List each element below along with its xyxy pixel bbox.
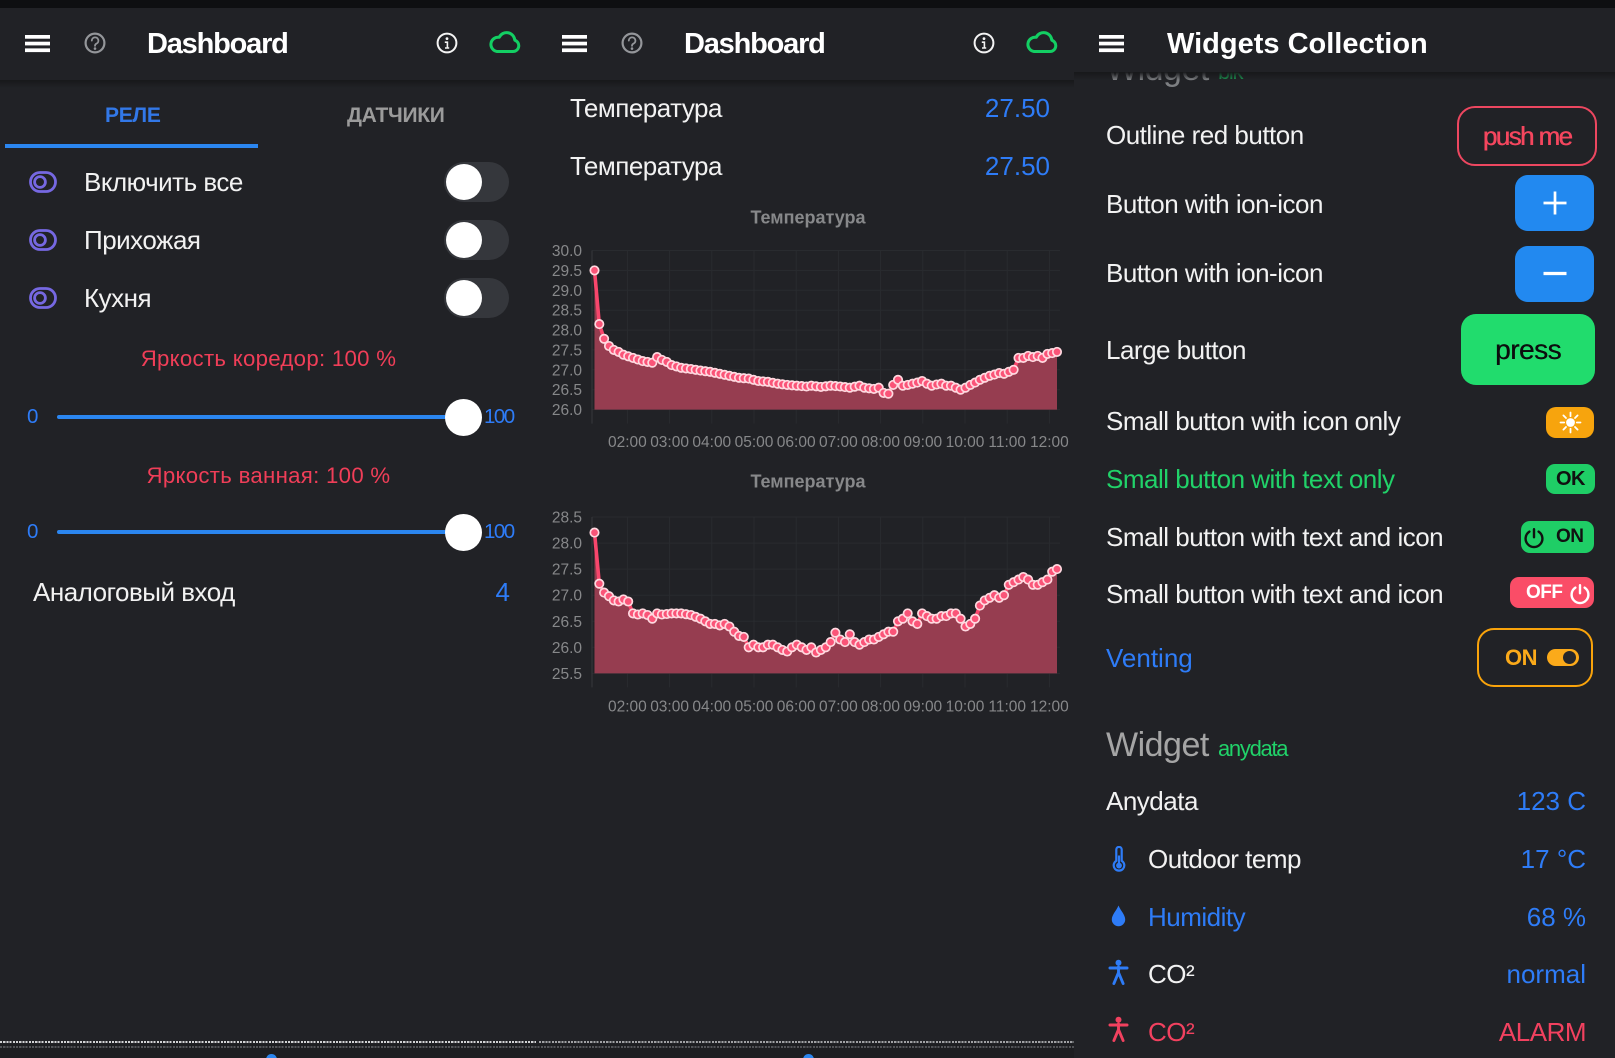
svg-text:Температура: Температура — [750, 472, 866, 492]
svg-text:05:00: 05:00 — [735, 699, 774, 716]
svg-text:Температура: Температура — [750, 208, 866, 228]
svg-text:08:00: 08:00 — [861, 699, 900, 716]
svg-text:03:00: 03:00 — [650, 434, 689, 451]
svg-text:29.5: 29.5 — [552, 263, 582, 280]
svg-text:25.5: 25.5 — [552, 666, 582, 683]
svg-text:27.5: 27.5 — [552, 342, 582, 359]
svg-text:10:00: 10:00 — [946, 699, 985, 716]
svg-text:28.0: 28.0 — [552, 536, 583, 553]
svg-text:28.5: 28.5 — [552, 510, 582, 527]
svg-text:30.0: 30.0 — [552, 243, 583, 260]
svg-text:09:00: 09:00 — [903, 434, 942, 451]
svg-text:11:00: 11:00 — [988, 434, 1026, 451]
svg-text:27.5: 27.5 — [552, 562, 582, 579]
svg-text:02:00: 02:00 — [608, 434, 647, 451]
svg-text:10:00: 10:00 — [946, 434, 985, 451]
svg-text:27.0: 27.0 — [552, 588, 583, 605]
svg-text:12:00: 12:00 — [1030, 699, 1069, 716]
svg-text:29.0: 29.0 — [552, 283, 583, 300]
svg-text:26.0: 26.0 — [552, 640, 583, 657]
svg-text:02:00: 02:00 — [608, 699, 647, 716]
svg-text:07:00: 07:00 — [819, 434, 858, 451]
svg-text:07:00: 07:00 — [819, 699, 858, 716]
svg-text:12:00: 12:00 — [1030, 434, 1069, 451]
svg-text:26.5: 26.5 — [552, 614, 582, 631]
svg-text:28.0: 28.0 — [552, 323, 583, 340]
svg-text:26.0: 26.0 — [552, 402, 583, 419]
svg-text:11:00: 11:00 — [988, 699, 1026, 716]
svg-text:27.0: 27.0 — [552, 362, 583, 379]
svg-text:04:00: 04:00 — [692, 434, 731, 451]
svg-text:09:00: 09:00 — [903, 699, 942, 716]
svg-text:04:00: 04:00 — [692, 699, 731, 716]
svg-text:08:00: 08:00 — [861, 434, 900, 451]
svg-text:06:00: 06:00 — [777, 434, 816, 451]
svg-text:05:00: 05:00 — [735, 434, 774, 451]
svg-text:28.5: 28.5 — [552, 303, 582, 320]
svg-text:03:00: 03:00 — [650, 699, 689, 716]
svg-text:26.5: 26.5 — [552, 382, 582, 399]
svg-text:06:00: 06:00 — [777, 699, 816, 716]
